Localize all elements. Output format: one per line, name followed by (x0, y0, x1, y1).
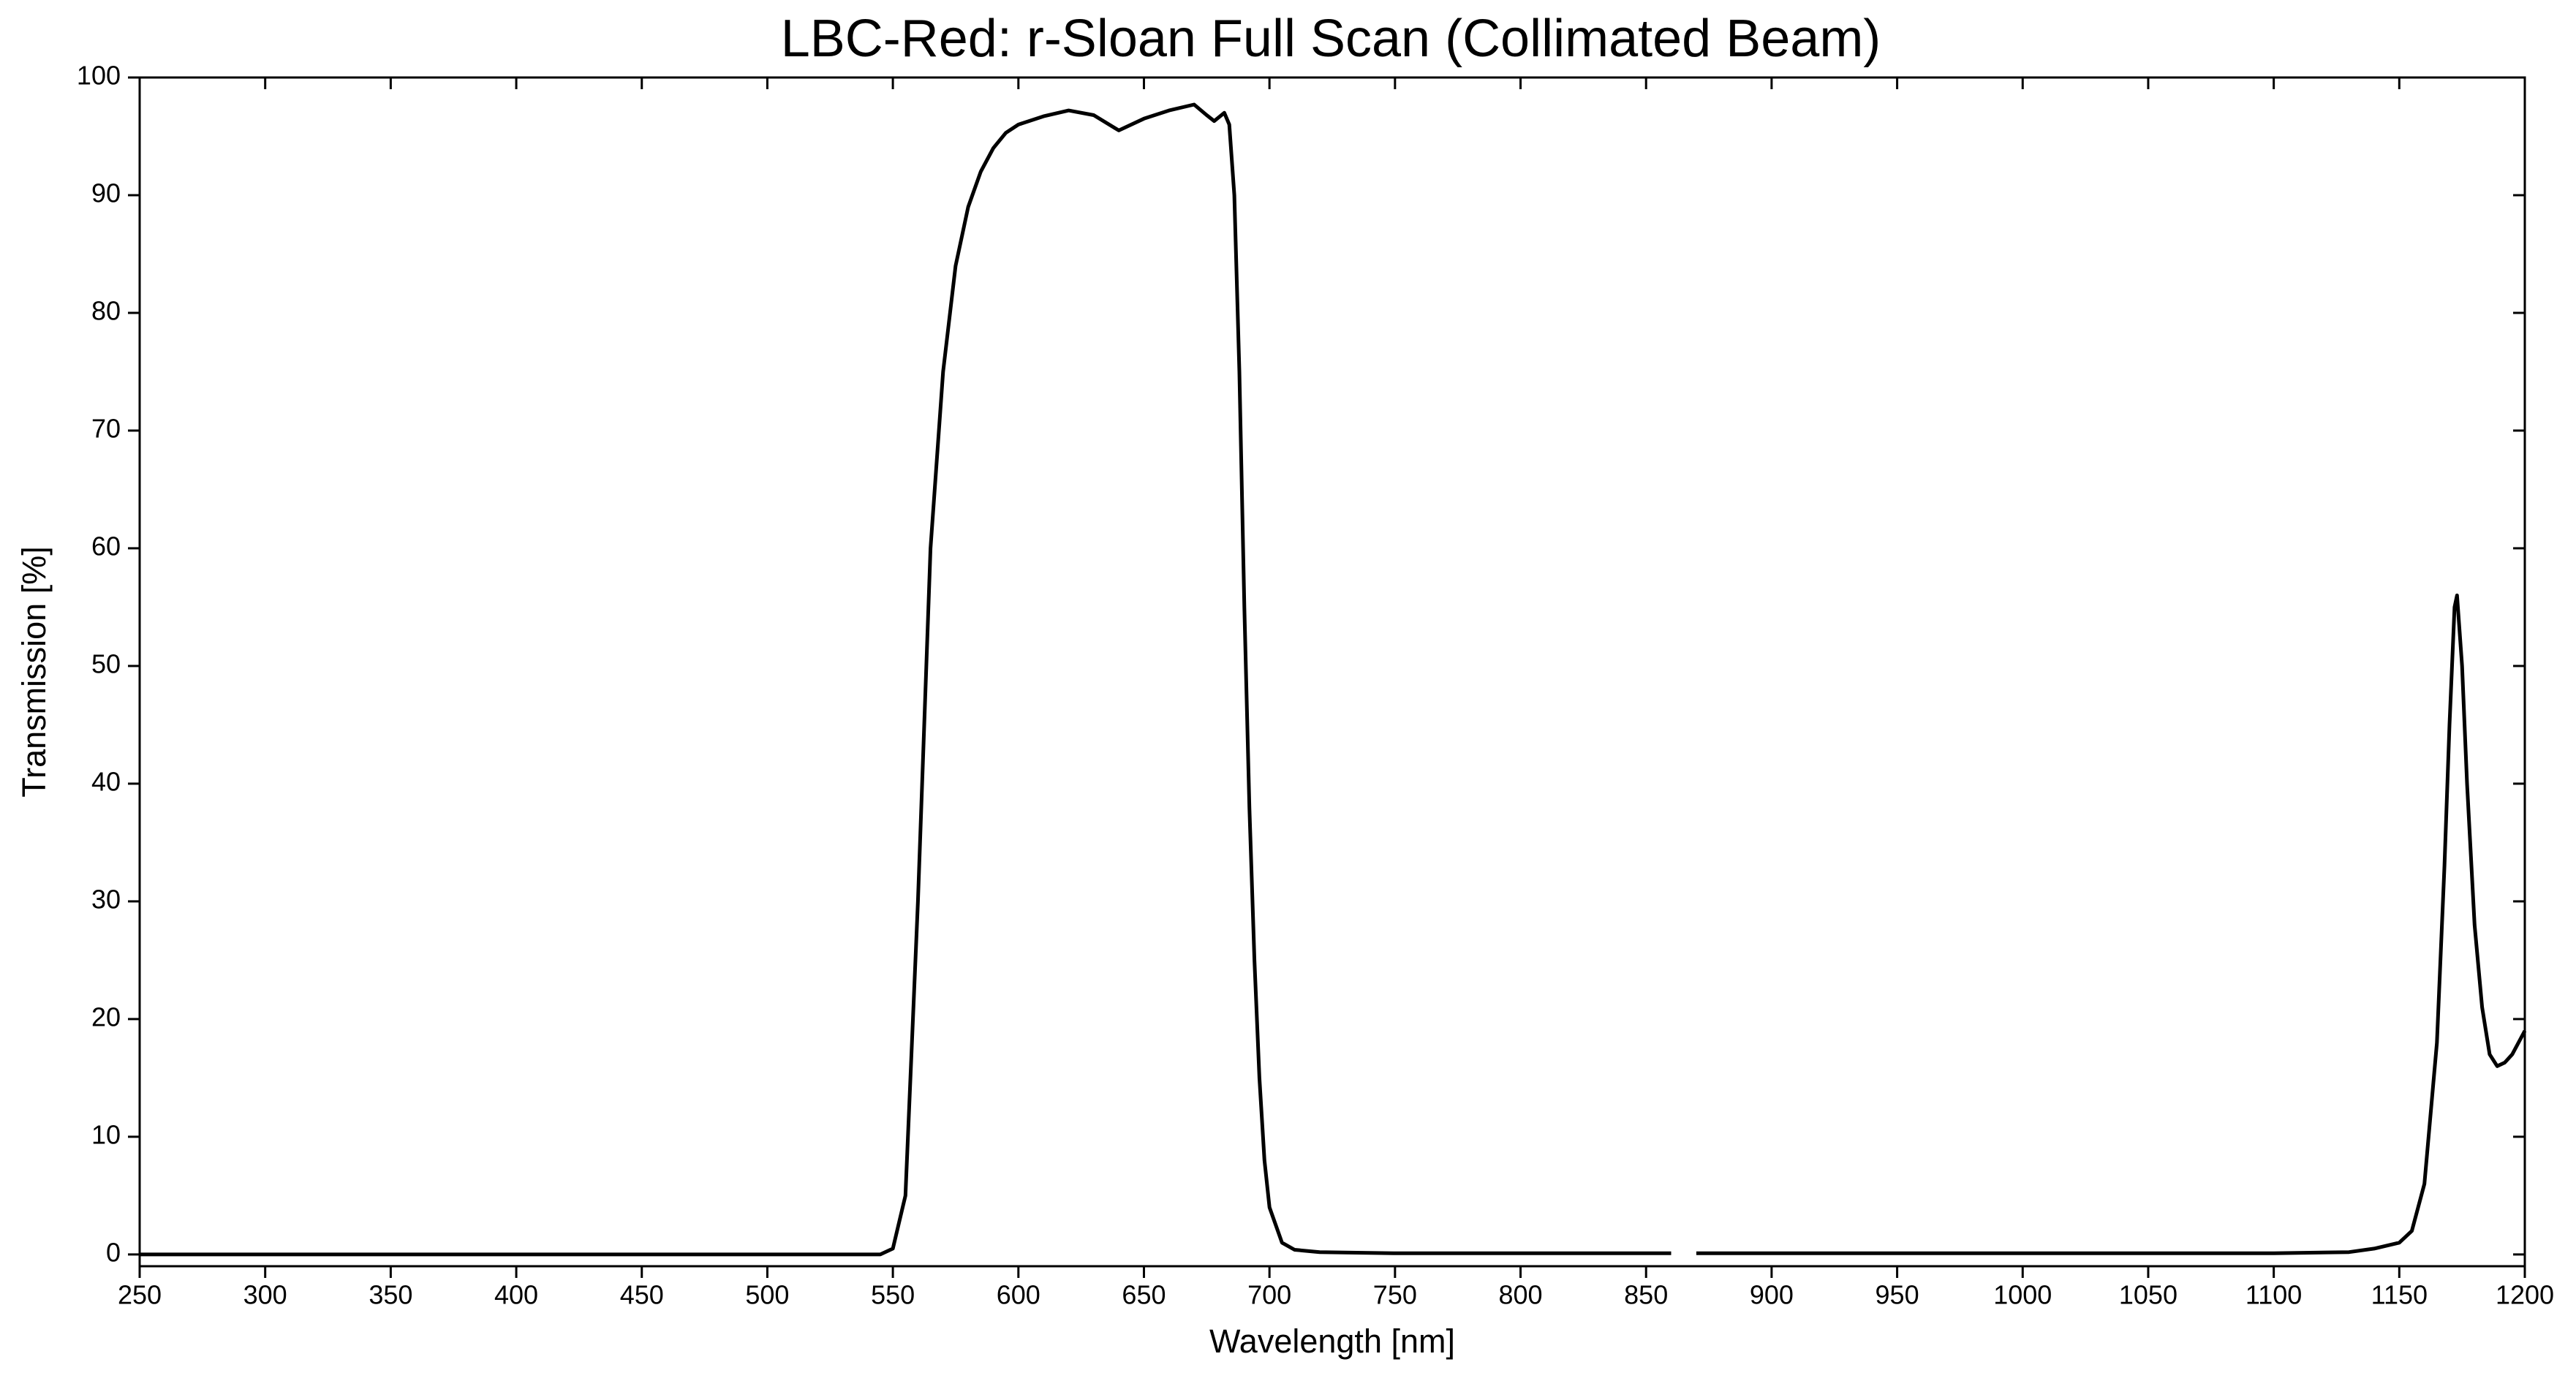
y-tick-label: 20 (91, 1002, 121, 1032)
y-axis-label: Transmission [%] (15, 546, 53, 797)
x-tick-label: 250 (118, 1280, 162, 1310)
x-tick-label: 500 (745, 1280, 789, 1310)
y-tick-label: 60 (91, 531, 121, 561)
x-tick-label: 700 (1247, 1280, 1291, 1310)
y-tick-label: 30 (91, 884, 121, 914)
data-line (140, 102, 2527, 1257)
chart-title: LBC-Red: r-Sloan Full Scan (Collimated B… (781, 10, 1881, 68)
x-tick-label: 650 (1122, 1280, 1166, 1310)
x-tick-label: 400 (494, 1280, 538, 1310)
x-tick-label: 1150 (2371, 1280, 2428, 1310)
x-tick-label: 1050 (2119, 1280, 2177, 1310)
y-tick-label: 80 (91, 295, 121, 325)
y-tick-label: 100 (77, 61, 121, 91)
y-tick-label: 50 (91, 648, 121, 678)
plot-frame (138, 76, 2526, 1268)
y-tick-label: 0 (106, 1237, 121, 1267)
x-axis-label: Wavelength [nm] (1209, 1323, 1455, 1360)
x-tick-label: 750 (1373, 1280, 1417, 1310)
x-tick-label: 450 (620, 1280, 664, 1310)
y-tick-label: 90 (91, 178, 121, 208)
x-tick-label: 300 (243, 1280, 287, 1310)
x-tick-label: 600 (997, 1280, 1040, 1310)
x-tick-label: 900 (1750, 1280, 1794, 1310)
x-tick-label: 800 (1498, 1280, 1542, 1310)
x-tick-label: 1200 (2496, 1280, 2554, 1310)
x-tick-label: 1100 (2245, 1280, 2302, 1310)
x-tick-label: 1000 (1993, 1280, 2052, 1310)
x-tick-label: 950 (1876, 1280, 1919, 1310)
x-tick-label: 350 (369, 1280, 412, 1310)
y-tick-label: 10 (91, 1119, 121, 1149)
x-tick-label: 850 (1624, 1280, 1668, 1310)
y-tick-label: 70 (91, 413, 121, 443)
y-tick-label: 40 (91, 766, 121, 796)
x-tick-label: 550 (871, 1280, 915, 1310)
